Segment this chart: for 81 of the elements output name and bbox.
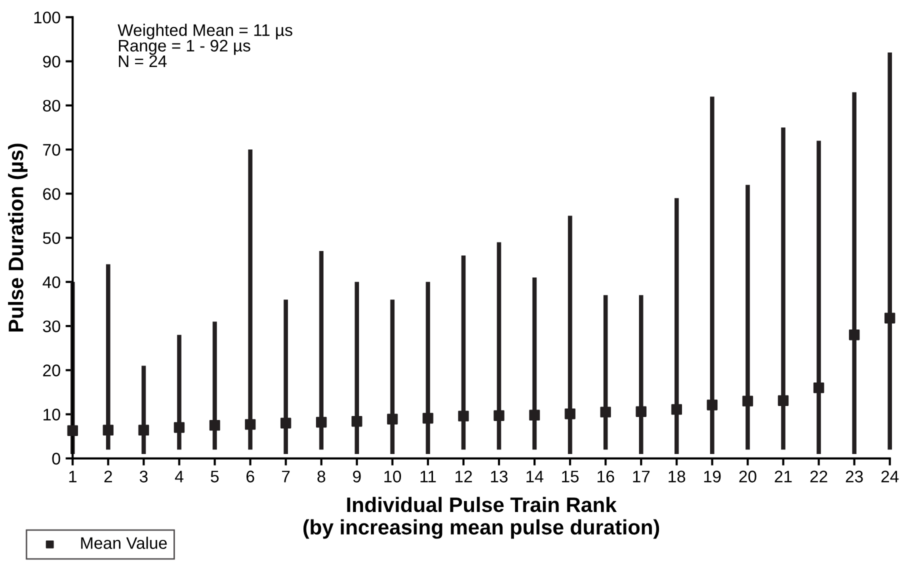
x-tick-label: 19 xyxy=(704,470,721,482)
point xyxy=(422,412,434,424)
x-tick-label: 9 xyxy=(353,470,361,482)
y-tick-label: 90 xyxy=(43,56,60,68)
point xyxy=(706,400,718,410)
x-tick-label: 22 xyxy=(810,470,828,482)
y-tick-label: 100 xyxy=(34,12,60,24)
bar xyxy=(212,322,217,450)
x-tick-label: 10 xyxy=(384,470,402,482)
bar xyxy=(781,127,786,450)
x-tick-label: 4 xyxy=(174,470,184,482)
x-tick-label: 14 xyxy=(526,470,544,482)
x-tick-label: 21 xyxy=(774,470,792,482)
x-tick-label: 23 xyxy=(846,470,863,482)
x-tick-label: 18 xyxy=(668,470,686,482)
x-tick-label: 13 xyxy=(491,470,508,482)
y-tick-label: 40 xyxy=(42,276,60,288)
x-tick-label: 8 xyxy=(317,470,326,482)
x-tick-label: 16 xyxy=(598,470,614,482)
bar xyxy=(142,366,146,454)
point xyxy=(209,420,220,431)
y-tick-label: 60 xyxy=(43,188,60,200)
x-tick-label: 17 xyxy=(633,470,650,482)
point xyxy=(458,410,469,422)
x-tick-label: 5 xyxy=(210,470,219,482)
bar xyxy=(106,264,110,450)
bar xyxy=(248,150,252,450)
y-tick-label: 70 xyxy=(43,144,60,156)
bar xyxy=(852,92,856,454)
point xyxy=(352,416,362,427)
bar xyxy=(674,198,679,454)
point xyxy=(67,425,78,436)
y-tick-label: 20 xyxy=(43,364,60,376)
x-tick-label: 12 xyxy=(455,470,472,482)
x-tick-label: 20 xyxy=(739,470,756,482)
point xyxy=(174,422,185,433)
point xyxy=(280,418,292,428)
annotation: Weighted Mean = 11 µs xyxy=(118,24,292,40)
bar xyxy=(638,295,644,454)
bar xyxy=(888,52,892,450)
annotation: Range = 1 - 92 µs xyxy=(118,40,250,55)
y-tick-label: 0 xyxy=(52,452,60,465)
x-tick-label: 3 xyxy=(140,470,148,482)
point xyxy=(813,382,824,394)
y-tick-label: 80 xyxy=(43,100,60,112)
x-tick-label: 24 xyxy=(881,470,899,482)
bar xyxy=(746,184,750,450)
point xyxy=(529,410,540,421)
bar xyxy=(568,216,572,454)
point xyxy=(494,410,504,421)
bar xyxy=(284,300,288,454)
point xyxy=(848,330,860,340)
point xyxy=(138,424,150,436)
y-tick-label: 30 xyxy=(42,320,60,332)
bar xyxy=(710,96,714,454)
point xyxy=(316,416,327,428)
legend-label: Mean Value xyxy=(81,536,167,549)
y-tick-label: 10 xyxy=(44,408,60,420)
point xyxy=(636,406,646,417)
point xyxy=(564,408,576,420)
point xyxy=(884,312,896,324)
point xyxy=(671,404,682,415)
y-tick-label: 50 xyxy=(42,232,60,244)
point xyxy=(102,424,114,436)
point xyxy=(778,395,789,406)
x-tick-label: 1 xyxy=(69,470,76,482)
x-tick-label: 11 xyxy=(420,470,436,482)
x-tick-label: 6 xyxy=(246,470,254,482)
y-axis-title: Pulse Duration (µs) xyxy=(8,144,28,332)
bar xyxy=(177,334,182,450)
x-tick-label: 15 xyxy=(562,470,579,482)
x-axis-title: Individual Pulse Train Rank (by increasing mean pulse duration) xyxy=(303,496,660,539)
point xyxy=(387,414,398,424)
bar xyxy=(319,251,324,450)
point xyxy=(742,396,754,406)
bar xyxy=(816,140,821,454)
annotation: N = 24 xyxy=(118,55,167,67)
x-tick-label: 7 xyxy=(282,470,290,482)
point xyxy=(244,419,256,430)
x-tick-label: 2 xyxy=(104,470,112,482)
point xyxy=(600,406,611,418)
